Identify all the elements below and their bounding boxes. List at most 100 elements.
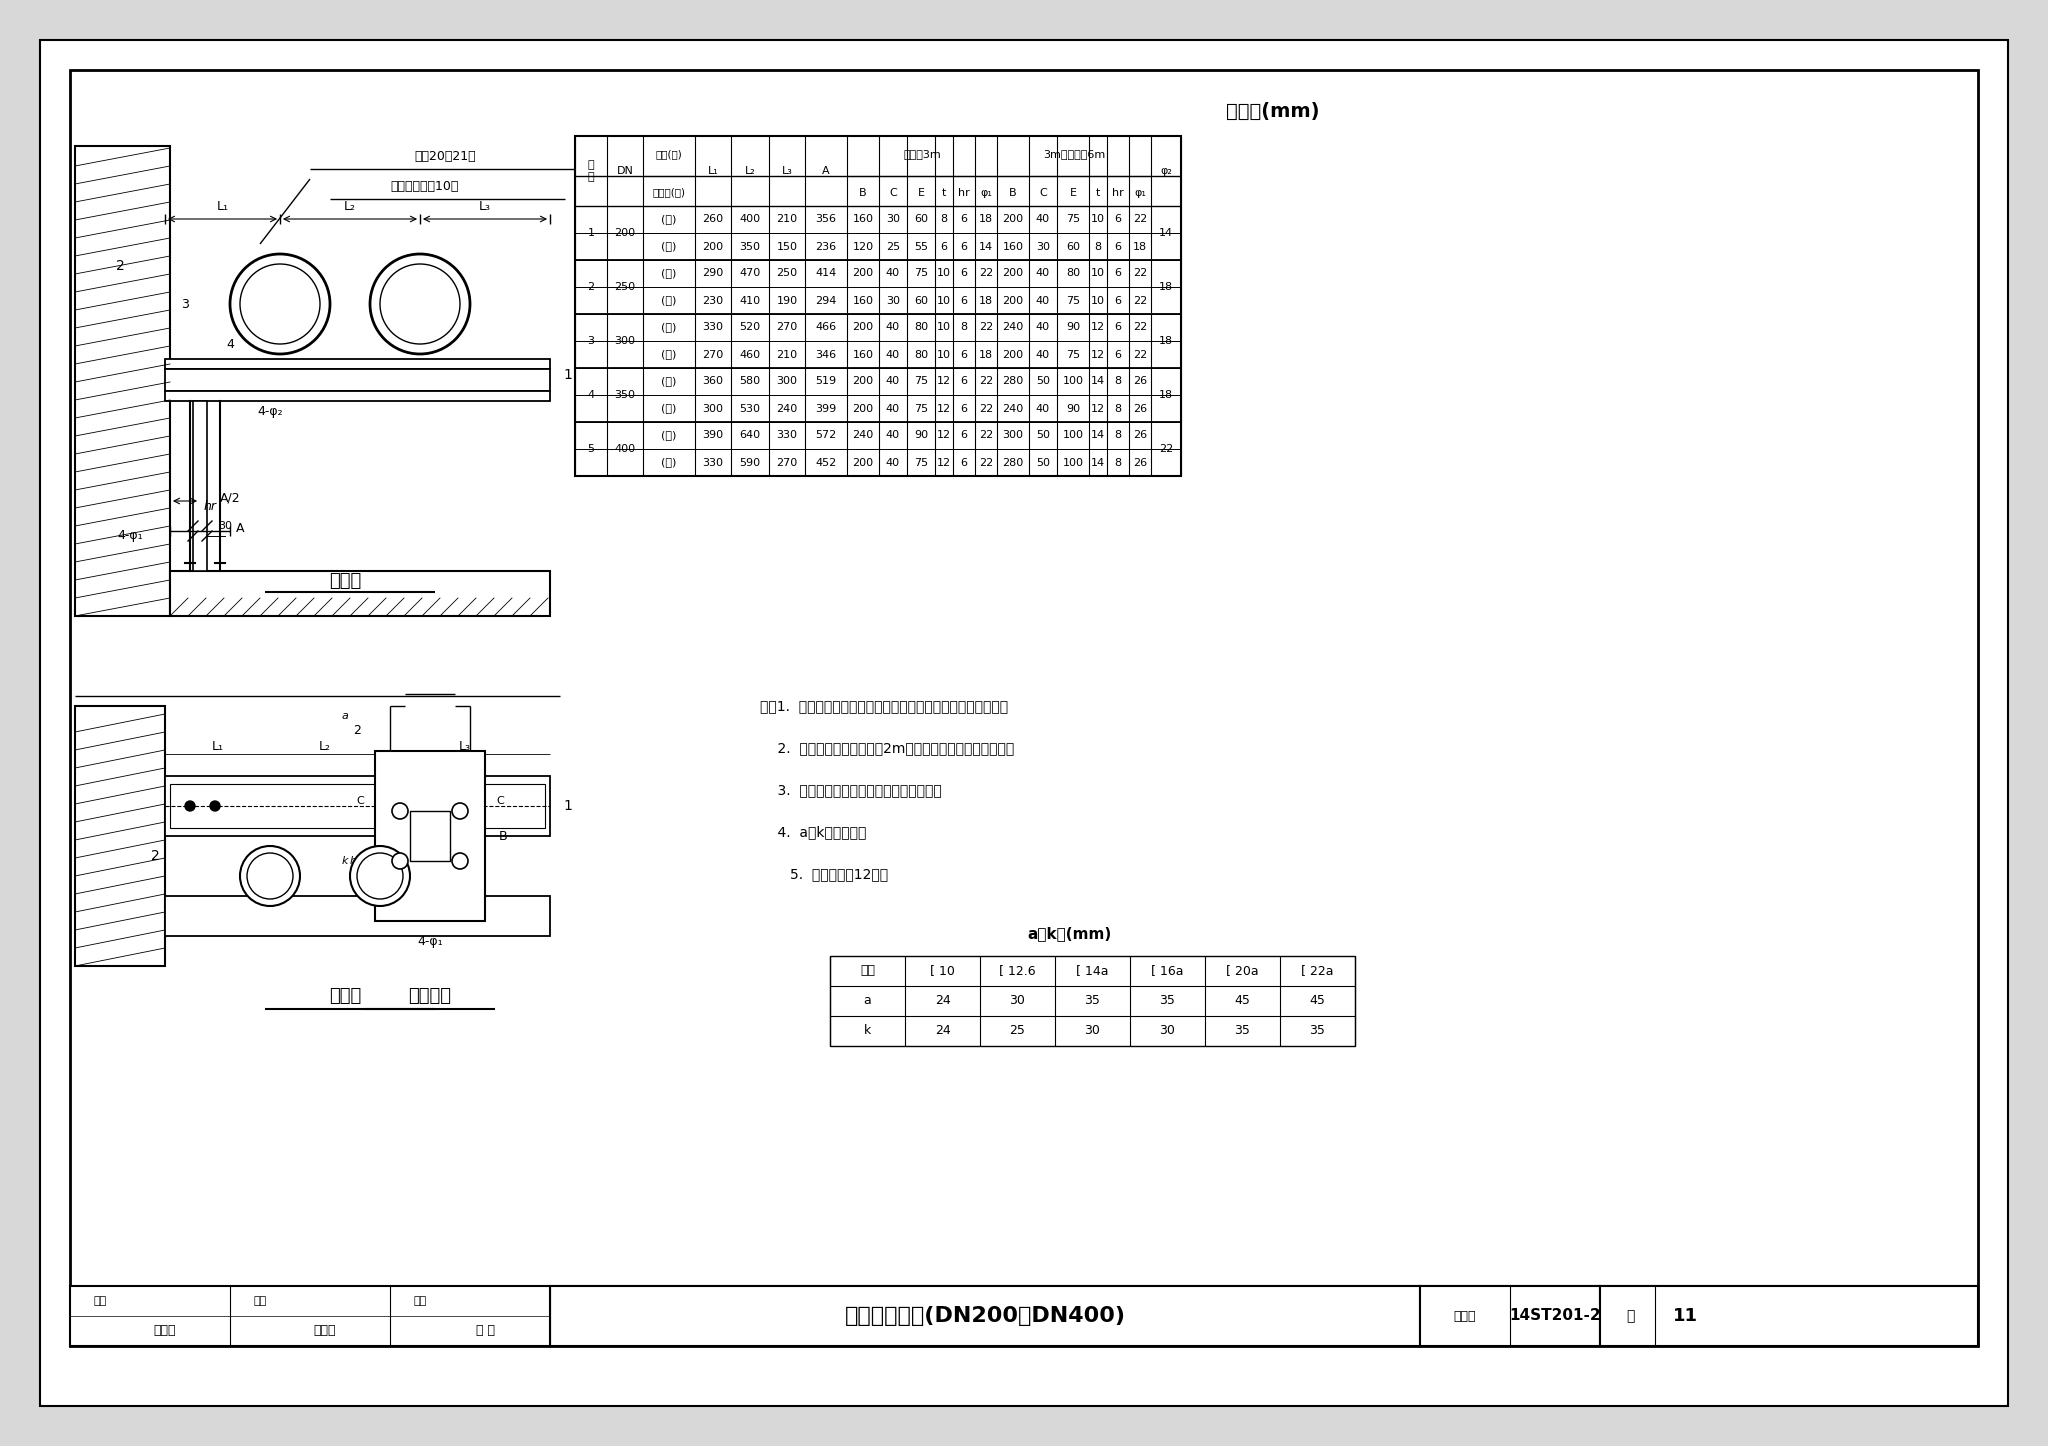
Text: 8: 8 bbox=[961, 322, 967, 333]
Bar bbox=[193, 401, 207, 571]
Text: 14: 14 bbox=[1159, 228, 1174, 239]
Text: [ 20a: [ 20a bbox=[1227, 964, 1260, 977]
Text: 90: 90 bbox=[1065, 403, 1079, 414]
Text: 120: 120 bbox=[852, 241, 874, 252]
Text: 26: 26 bbox=[1133, 376, 1147, 386]
Text: 5: 5 bbox=[588, 444, 594, 454]
Text: a: a bbox=[342, 711, 348, 722]
Text: 200: 200 bbox=[1001, 214, 1024, 224]
Text: 12: 12 bbox=[1092, 350, 1106, 360]
Text: 1: 1 bbox=[563, 367, 573, 382]
Text: 钢板详图: 钢板详图 bbox=[408, 988, 451, 1005]
Text: 6: 6 bbox=[961, 457, 967, 467]
Circle shape bbox=[240, 265, 319, 344]
Text: 452: 452 bbox=[815, 457, 838, 467]
Text: 50: 50 bbox=[1036, 457, 1051, 467]
Bar bbox=[551, 1285, 1419, 1346]
Circle shape bbox=[453, 853, 469, 869]
Text: 160: 160 bbox=[1004, 241, 1024, 252]
Text: C: C bbox=[356, 795, 365, 805]
Text: 双管支架安装(DN200～DN400): 双管支架安装(DN200～DN400) bbox=[844, 1306, 1126, 1326]
Text: t: t bbox=[942, 188, 946, 198]
Circle shape bbox=[391, 853, 408, 869]
Text: 22: 22 bbox=[979, 269, 993, 279]
Text: 290: 290 bbox=[702, 269, 723, 279]
Bar bbox=[829, 956, 1356, 1045]
Text: 50: 50 bbox=[1036, 431, 1051, 441]
Text: L₁: L₁ bbox=[211, 739, 223, 752]
Text: 6: 6 bbox=[961, 269, 967, 279]
Text: 40: 40 bbox=[1036, 269, 1051, 279]
Bar bbox=[70, 1285, 1978, 1346]
Text: 25: 25 bbox=[887, 241, 899, 252]
Text: 40: 40 bbox=[1036, 403, 1051, 414]
Text: L₂: L₂ bbox=[745, 166, 756, 176]
Text: 1: 1 bbox=[588, 228, 594, 239]
Text: 10: 10 bbox=[938, 322, 950, 333]
Text: L₁: L₁ bbox=[217, 200, 229, 213]
Text: 90: 90 bbox=[1065, 322, 1079, 333]
Text: 解 清: 解 清 bbox=[475, 1325, 494, 1338]
Text: 4: 4 bbox=[588, 390, 594, 401]
Text: 55: 55 bbox=[913, 241, 928, 252]
Text: 40: 40 bbox=[887, 376, 899, 386]
Text: 200: 200 bbox=[702, 241, 723, 252]
Text: 4: 4 bbox=[225, 337, 233, 350]
Circle shape bbox=[248, 853, 293, 899]
Bar bbox=[76, 706, 166, 966]
Text: 3: 3 bbox=[180, 298, 188, 311]
Text: 10: 10 bbox=[1092, 295, 1106, 305]
Text: 22: 22 bbox=[1133, 295, 1147, 305]
Text: 210: 210 bbox=[776, 350, 797, 360]
Text: 40: 40 bbox=[1036, 350, 1051, 360]
Text: [ 22a: [ 22a bbox=[1300, 964, 1333, 977]
Text: 200: 200 bbox=[1001, 269, 1024, 279]
Text: 460: 460 bbox=[739, 350, 760, 360]
Text: 根部做法见第10页: 根部做法见第10页 bbox=[391, 179, 459, 192]
Text: 466: 466 bbox=[815, 322, 836, 333]
Text: (一): (一) bbox=[662, 376, 676, 386]
Text: 12: 12 bbox=[936, 431, 950, 441]
Text: 160: 160 bbox=[852, 214, 874, 224]
Text: 不保温(二): 不保温(二) bbox=[653, 188, 686, 198]
Text: 保温(一): 保温(一) bbox=[655, 149, 682, 159]
Text: 22: 22 bbox=[1133, 350, 1147, 360]
Text: 14ST201-2: 14ST201-2 bbox=[1509, 1309, 1602, 1323]
Text: 审核: 审核 bbox=[94, 1296, 106, 1306]
Text: (一): (一) bbox=[662, 431, 676, 441]
Text: C: C bbox=[889, 188, 897, 198]
Text: E: E bbox=[918, 188, 924, 198]
Text: 30: 30 bbox=[887, 214, 899, 224]
Text: 赵际腾: 赵际腾 bbox=[313, 1325, 336, 1338]
Text: 270: 270 bbox=[776, 457, 797, 467]
Text: 190: 190 bbox=[776, 295, 797, 305]
Text: 6: 6 bbox=[961, 431, 967, 441]
Text: k: k bbox=[342, 856, 348, 866]
Text: 6: 6 bbox=[961, 376, 967, 386]
Text: 200: 200 bbox=[852, 457, 874, 467]
Text: 30: 30 bbox=[1036, 241, 1051, 252]
Text: 356: 356 bbox=[815, 214, 836, 224]
Text: 22: 22 bbox=[979, 376, 993, 386]
Text: hr: hr bbox=[203, 499, 217, 512]
Text: 6: 6 bbox=[1114, 269, 1122, 279]
Text: φ₁: φ₁ bbox=[981, 188, 991, 198]
Text: (二): (二) bbox=[662, 457, 676, 467]
Text: 22: 22 bbox=[1133, 322, 1147, 333]
Text: 150: 150 bbox=[776, 241, 797, 252]
Text: 100: 100 bbox=[1063, 457, 1083, 467]
Circle shape bbox=[391, 803, 408, 818]
Text: 8: 8 bbox=[1114, 376, 1122, 386]
Text: 14: 14 bbox=[979, 241, 993, 252]
Text: 530: 530 bbox=[739, 403, 760, 414]
Text: 18: 18 bbox=[979, 350, 993, 360]
Text: B: B bbox=[860, 188, 866, 198]
Text: 平面图: 平面图 bbox=[330, 988, 360, 1005]
Text: [ 16a: [ 16a bbox=[1151, 964, 1184, 977]
Text: 240: 240 bbox=[852, 431, 874, 441]
Text: 2.  明装支架安装高度小于2m时，横杆末端应做倒角处理。: 2. 明装支架安装高度小于2m时，横杆末端应做倒角处理。 bbox=[760, 740, 1014, 755]
Text: 200: 200 bbox=[852, 403, 874, 414]
Text: 12: 12 bbox=[936, 403, 950, 414]
Text: 22: 22 bbox=[979, 322, 993, 333]
Text: L₂: L₂ bbox=[319, 739, 332, 752]
